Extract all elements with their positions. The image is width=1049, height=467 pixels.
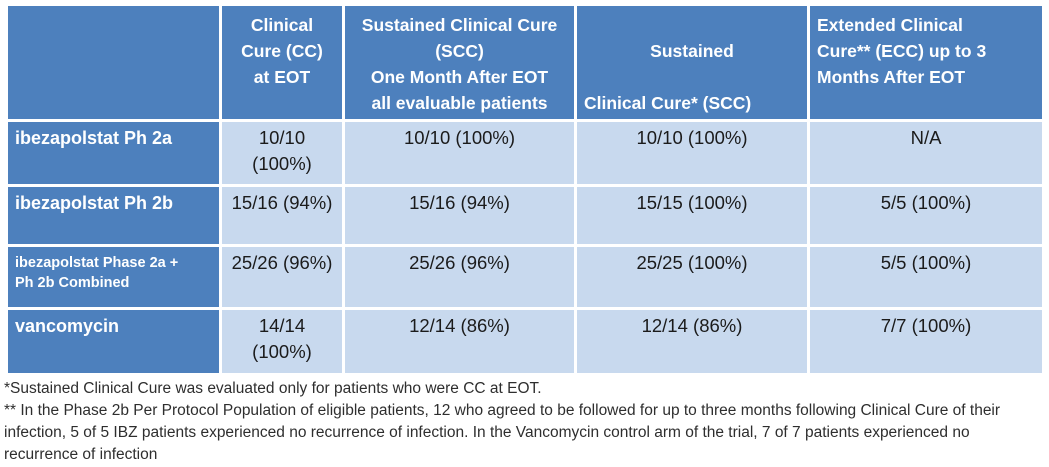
footnotes: *Sustained Clinical Cure was evaluated o…: [4, 378, 1046, 466]
cell-ph2a-cc: 10/10 (100%): [222, 122, 342, 184]
cell-ph2a-scc-all: 10/10 (100%): [345, 122, 574, 184]
cell-combined-cc: 25/26 (96%): [222, 247, 342, 307]
clinical-results-table: Clinical Cure (CC) at EOT Sustained Clin…: [8, 6, 1042, 373]
col-header-clinical-cure-eot: Clinical Cure (CC) at EOT: [222, 6, 342, 119]
row-header-ibezapolstat-ph2a: ibezapolstat Ph 2a: [8, 122, 219, 184]
cell-combined-ecc: 5/5 (100%): [810, 247, 1042, 307]
row-header-ibezapolstat-combined: ibezapolstat Phase 2a + Ph 2b Combined: [8, 247, 219, 307]
cell-ph2b-cc: 15/16 (94%): [222, 187, 342, 244]
footnote-scc: *Sustained Clinical Cure was evaluated o…: [4, 380, 542, 397]
cell-ph2b-ecc: 5/5 (100%): [810, 187, 1042, 244]
cell-vancomycin-cc: 14/14 (100%): [222, 310, 342, 373]
cell-ph2b-scc: 15/15 (100%): [577, 187, 807, 244]
cell-combined-scc-all: 25/26 (96%): [345, 247, 574, 307]
cell-ph2b-scc-all: 15/16 (94%): [345, 187, 574, 244]
cell-vancomycin-scc: 12/14 (86%): [577, 310, 807, 373]
cell-vancomycin-scc-all: 12/14 (86%): [345, 310, 574, 373]
cell-ph2a-ecc: N/A: [810, 122, 1042, 184]
row-header-vancomycin: vancomycin: [8, 310, 219, 373]
cell-ph2a-scc: 10/10 (100%): [577, 122, 807, 184]
col-header-scc-line1: Sustained: [650, 41, 734, 61]
footnote-ecc: ** In the Phase 2b Per Protocol Populati…: [4, 402, 1001, 463]
col-header-sustained-clinical-cure: Sustained Clinical Cure* (SCC) One Month…: [577, 6, 807, 139]
row-header-ibezapolstat-ph2b: ibezapolstat Ph 2b: [8, 187, 219, 244]
col-header-scc-all-evaluable: Sustained Clinical Cure (SCC) One Month …: [345, 6, 574, 119]
col-header-extended-clinical-cure: Extended Clinical Cure** (ECC) up to 3 M…: [810, 6, 1042, 119]
cell-combined-scc: 25/25 (100%): [577, 247, 807, 307]
corner-cell: [8, 6, 219, 119]
cell-vancomycin-ecc: 7/7 (100%): [810, 310, 1042, 373]
